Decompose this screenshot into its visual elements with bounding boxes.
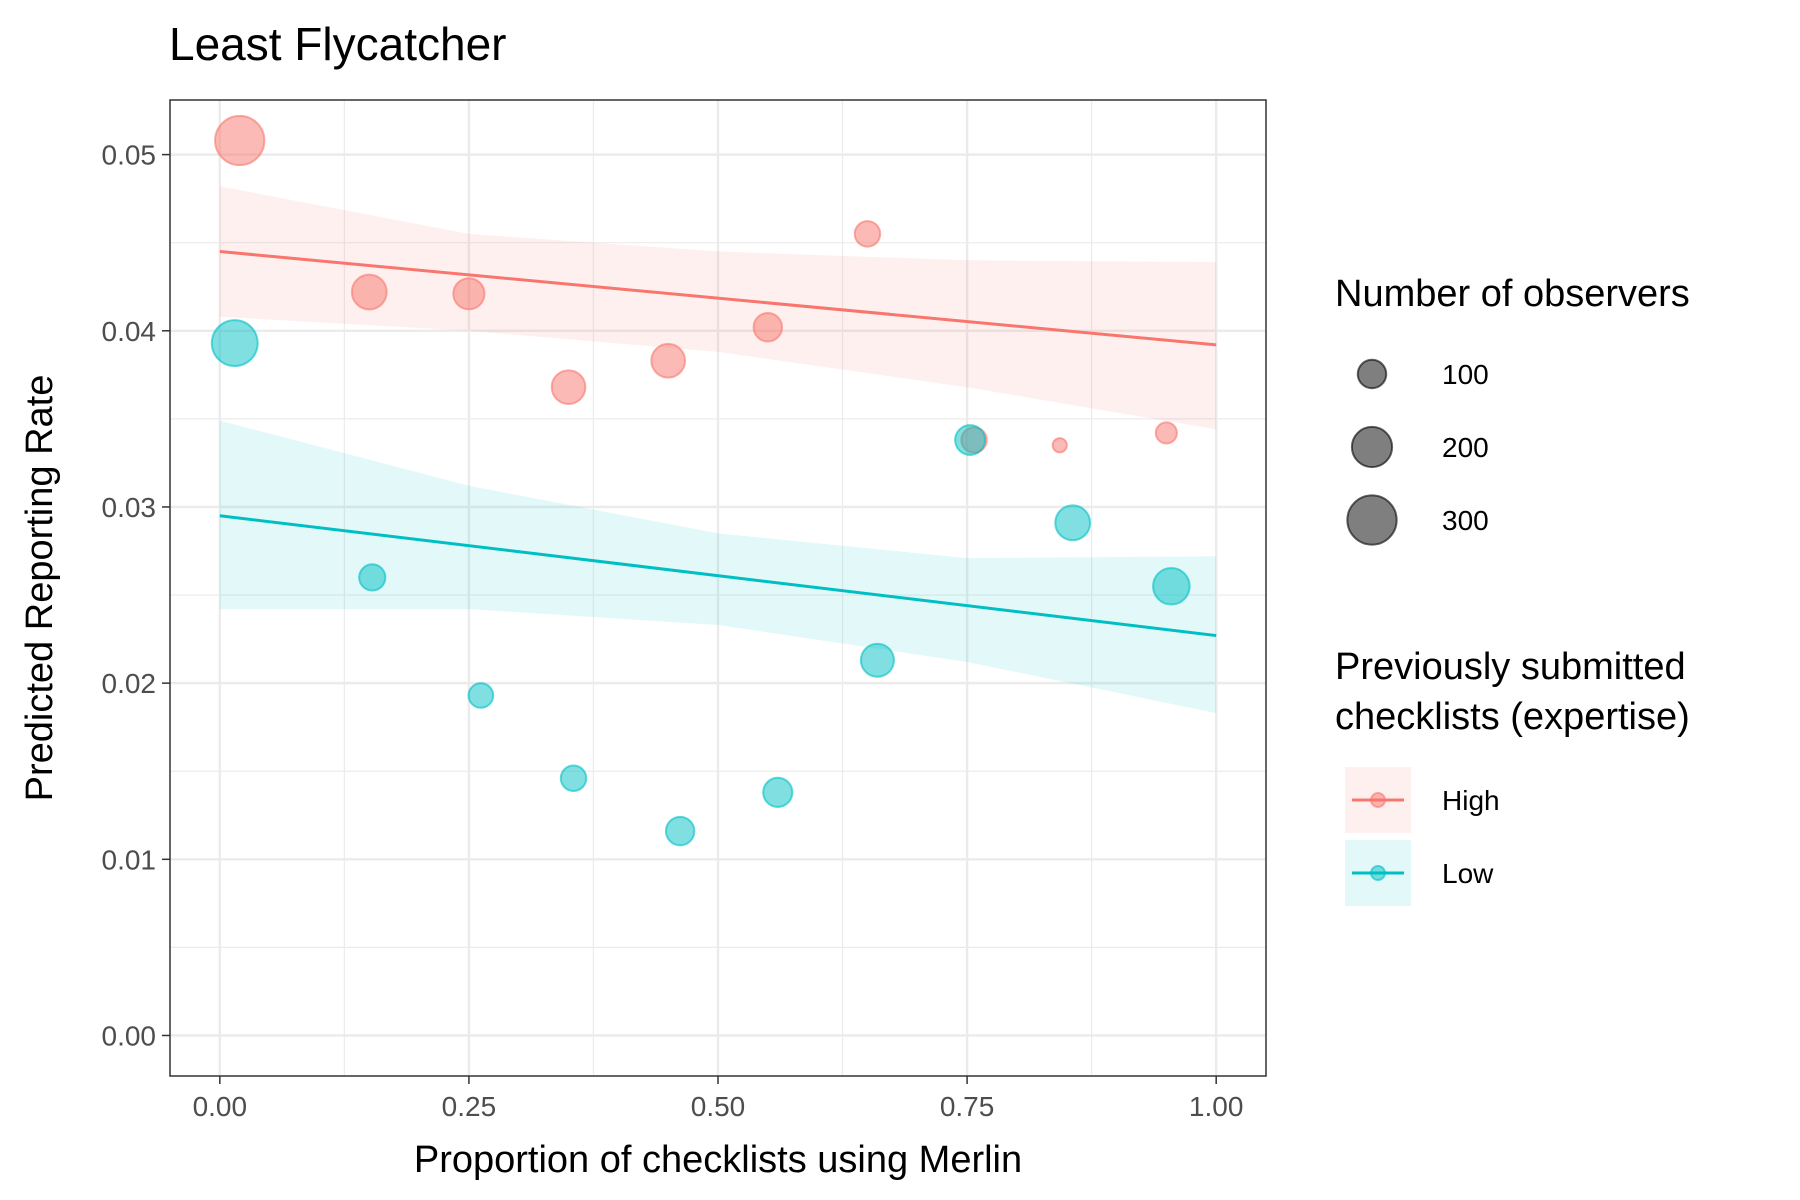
y-axis-title: Predicted Reporting Rate [19,375,61,802]
data-point-high [550,369,587,405]
confidence-bands [219,186,1217,714]
chart-title: Least Flycatcher [169,18,506,70]
data-point-low [467,682,495,709]
data-point-low [1054,504,1092,542]
x-axis-title: Proportion of checklists using Merlin [414,1139,1022,1181]
size-legend-label: 100 [1442,359,1489,390]
size-legend-label: 300 [1442,505,1489,536]
color-legend: Previously submitted checklists (experti… [1335,646,1690,906]
size-legend: Number of observers 100 200 300 [1335,273,1690,546]
y-tick-label: 0.02 [102,668,157,699]
major-gridlines [170,100,1266,1076]
data-point-low [762,776,794,808]
data-point-high [1154,421,1178,445]
color-legend-label: Low [1442,858,1494,889]
size-legend-circle [1346,494,1398,546]
color-legend-title-line-1: Previously submitted [1335,646,1686,688]
data-point-high [853,220,882,248]
y-tick-label: 0.01 [102,844,157,875]
x-axis-ticks: 0.00 0.25 0.50 0.75 1.00 [193,1076,1244,1122]
data-point-low [954,424,987,456]
size-legend-circle [1350,425,1394,469]
data-point-low [559,764,588,792]
data-point-low [210,319,259,368]
color-legend-point [1370,792,1386,808]
size-legend-keys: 100 200 300 [1346,358,1489,546]
trend-line-low [219,514,1217,638]
confidence-band-high [219,186,1217,430]
confidence-band-low [219,420,1217,714]
data-point-high [650,342,687,379]
color-legend-label: High [1442,785,1500,816]
data-point-high [350,273,388,311]
y-tick-label: 0.00 [102,1020,157,1051]
size-legend-title: Number of observers [1335,273,1690,315]
x-tick-label: 0.50 [691,1091,746,1122]
x-tick-label: 0.75 [940,1091,995,1122]
color-legend-point [1370,865,1386,881]
data-point-high [452,277,486,311]
color-legend-keys: High Low [1345,767,1500,906]
data-point-high [1051,437,1068,454]
data-point-high [752,312,784,343]
y-tick-label: 0.05 [102,140,157,171]
color-legend-title-line-2: checklists (expertise) [1335,696,1690,738]
data-point-low [664,815,696,847]
data-point-low [358,563,387,592]
x-tick-label: 1.00 [1189,1091,1244,1122]
size-legend-circle [1356,358,1388,390]
x-tick-label: 0.00 [193,1091,248,1122]
data-point-high [214,114,266,167]
size-legend-label: 200 [1442,432,1489,463]
trend-line-high [219,250,1217,347]
data-point-low [1152,566,1191,606]
y-tick-label: 0.03 [102,492,157,523]
plot-panel [169,99,1267,1077]
data-points [210,114,1191,847]
trend-lines [219,250,1217,638]
data-point-low [859,642,895,678]
y-axis-ticks: 0.00 0.01 0.02 0.03 0.04 0.05 [102,140,170,1051]
y-tick-label: 0.04 [102,316,157,347]
x-tick-label: 0.25 [442,1091,497,1122]
